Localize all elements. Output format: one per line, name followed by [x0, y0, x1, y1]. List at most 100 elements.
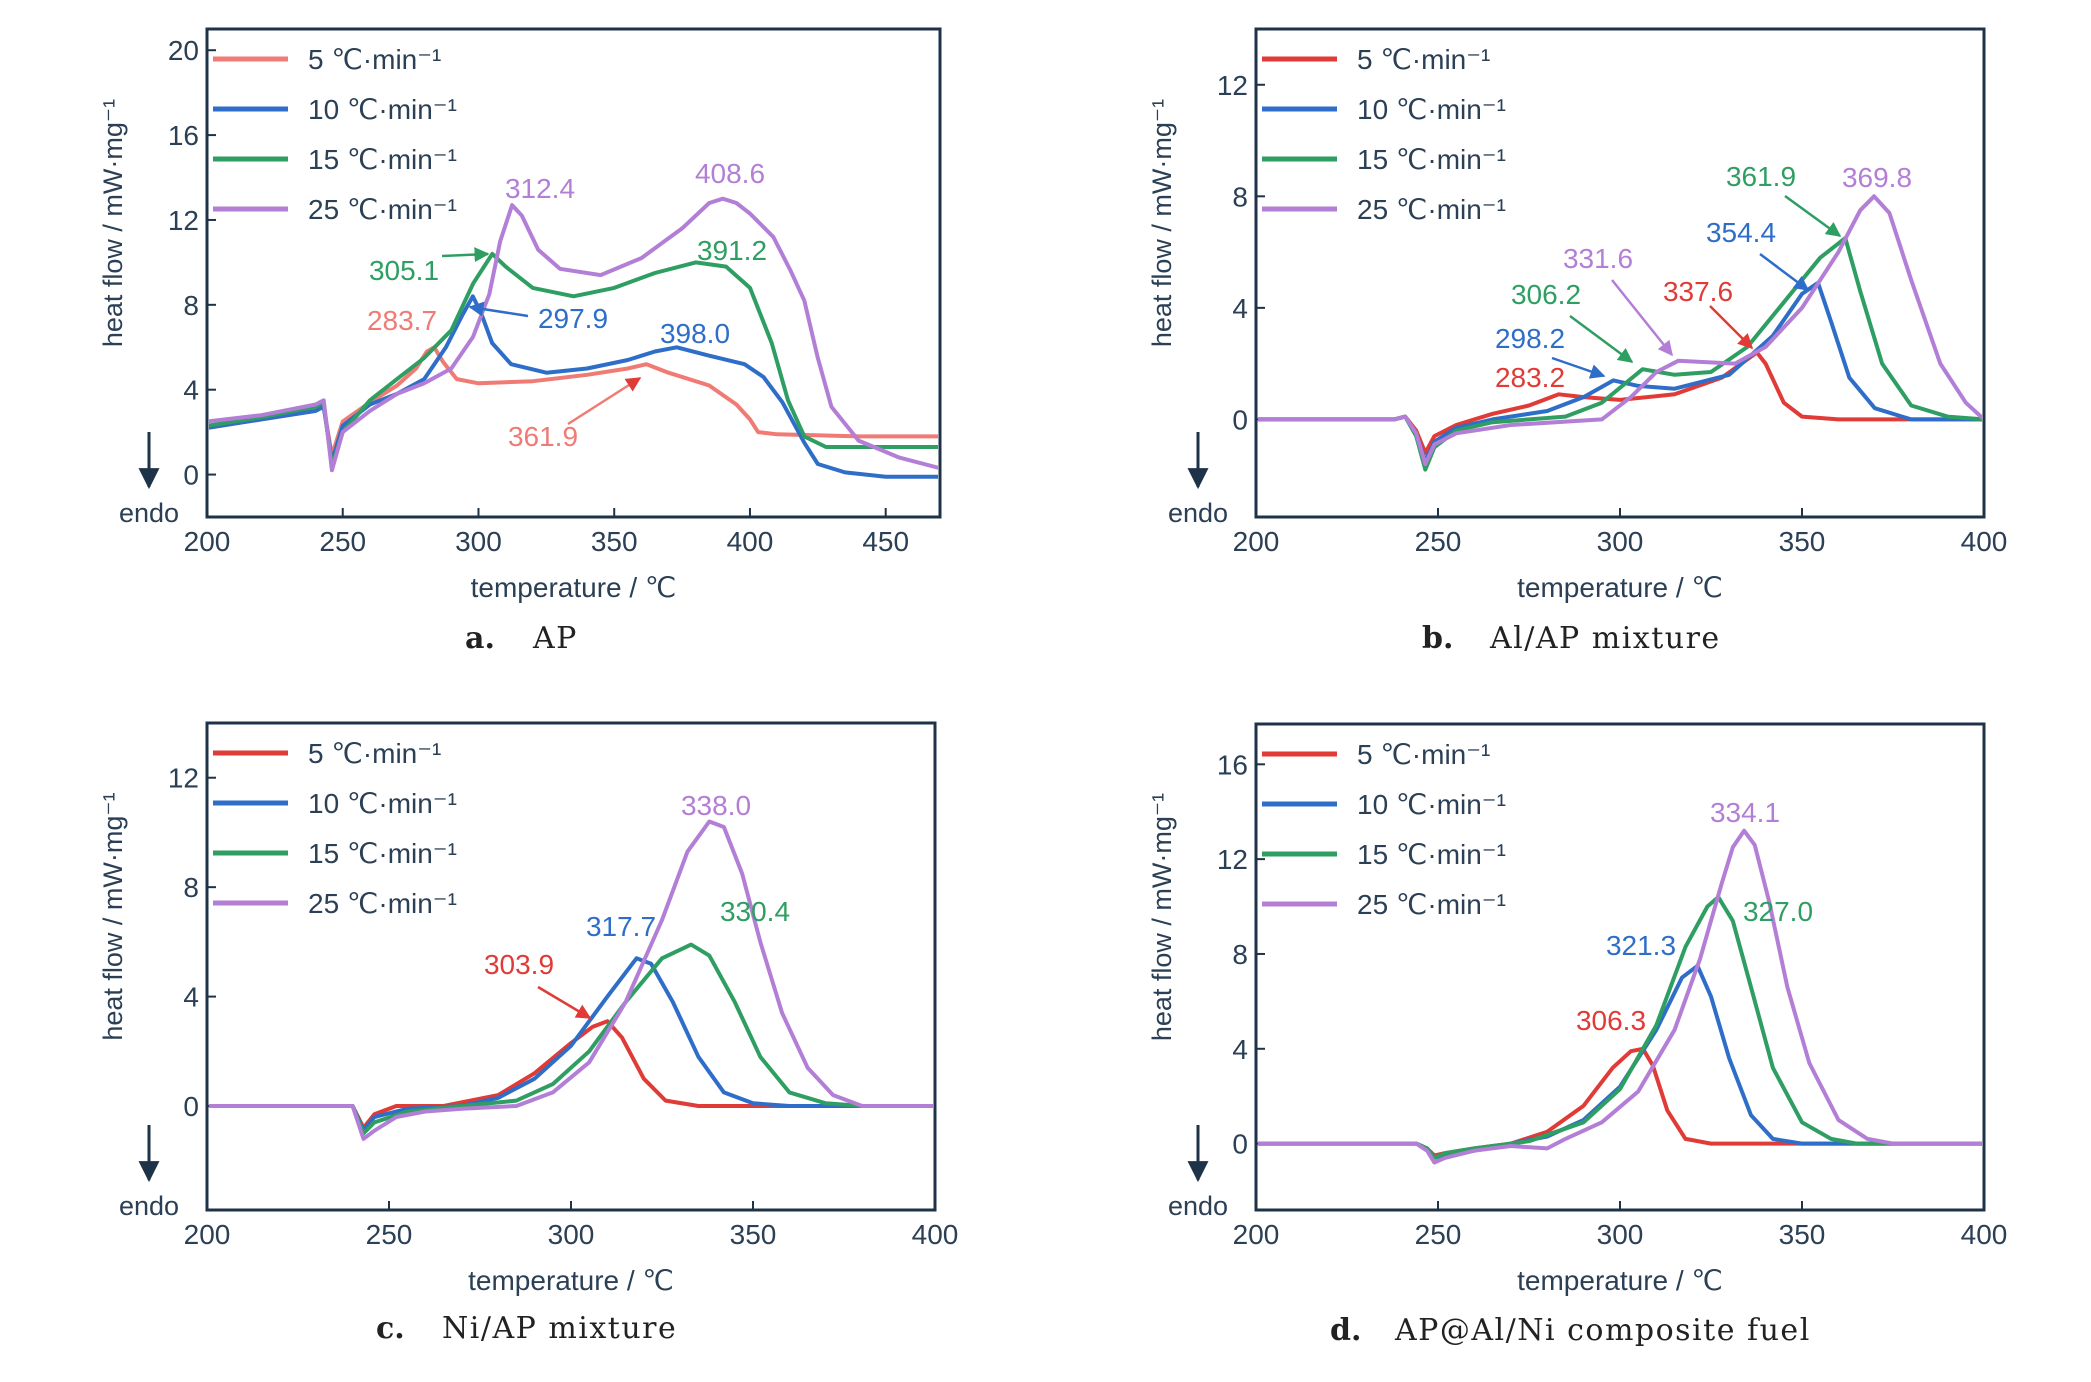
annotation-arrow-icon: [567, 376, 642, 426]
series-line-4: [1258, 828, 1982, 1165]
peak-annotation: 297.9: [538, 303, 608, 334]
annotation-arrow-icon: [1551, 356, 1606, 379]
y-axis-label: heat flow / mW·mg⁻¹: [1147, 99, 1177, 347]
x-tick-label: 250: [366, 1219, 413, 1250]
y-tick-label: 12: [1217, 70, 1248, 101]
x-tick-label: 400: [1961, 1219, 2008, 1250]
annotation-arrow-icon: [1759, 253, 1810, 291]
x-tick-label: 250: [319, 526, 366, 557]
x-tick-label: 200: [1233, 526, 1280, 557]
peak-annotation: 334.1: [1710, 797, 1780, 828]
series-line-2: [209, 956, 933, 1133]
y-tick-label: 4: [1232, 1034, 1248, 1065]
annotation-arrow-icon: [1784, 194, 1842, 238]
x-tick-label: 350: [1779, 526, 1826, 557]
y-axis-label: heat flow / mW·mg⁻¹: [98, 792, 128, 1040]
series-line-2: [1258, 280, 1982, 464]
annotation-arrow-icon: [537, 985, 592, 1020]
x-tick-label: 200: [184, 1219, 231, 1250]
series-line-4: [209, 196, 938, 473]
y-tick-label: 8: [183, 290, 199, 321]
y-tick-label: 8: [1232, 181, 1248, 212]
legend-entry: 25 ℃·min⁻¹: [308, 888, 457, 919]
peak-annotation: 306.2: [1511, 279, 1581, 310]
x-tick-label: 350: [1779, 1219, 1826, 1250]
series-line-1: [1258, 350, 1982, 455]
chart-panel-c: 200 250 300 350 400 0 4 8 12 temperature / ℃ heat …: [98, 721, 958, 1346]
x-tick-label: 250: [1415, 526, 1462, 557]
y-tick-label: 8: [183, 872, 199, 903]
panel-caption-letter: c.: [376, 1311, 405, 1346]
legend-entry: 10 ℃·min⁻¹: [1357, 94, 1506, 125]
series-line-4: [1258, 194, 1982, 466]
x-tick-label: 300: [1597, 526, 1644, 557]
y-tick-label: 4: [183, 982, 199, 1013]
series-line-3: [1258, 895, 1982, 1160]
panel-caption-text: Ni/AP mixture: [442, 1311, 677, 1346]
peak-annotation: 298.2: [1495, 323, 1565, 354]
legend-entry: 15 ℃·min⁻¹: [308, 144, 457, 175]
x-tick-label: 350: [591, 526, 638, 557]
peak-annotation: 337.6: [1663, 276, 1733, 307]
x-axis-label: temperature / ℃: [1517, 572, 1723, 603]
legend-entry: 15 ℃·min⁻¹: [308, 838, 457, 869]
legend-entry: 5 ℃·min⁻¹: [1357, 739, 1490, 770]
peak-annotation: 317.7: [586, 911, 656, 942]
y-tick-label: 4: [1232, 293, 1248, 324]
legend-entry: 25 ℃·min⁻¹: [1357, 889, 1506, 920]
peak-annotation: 321.3: [1606, 930, 1676, 961]
y-tick-label: 12: [168, 763, 199, 794]
panel-caption-text: AP: [532, 621, 578, 656]
legend-entry: 25 ℃·min⁻¹: [308, 194, 457, 225]
x-tick-label: 200: [184, 526, 231, 557]
peak-annotation: 338.0: [681, 790, 751, 821]
legend-entry: 5 ℃·min⁻¹: [308, 738, 441, 769]
panel-caption-text: AP@Al/Ni composite fuel: [1394, 1313, 1811, 1348]
y-tick-label: 16: [1217, 749, 1248, 780]
series-line-1: [209, 1019, 933, 1130]
y-tick-label: 0: [183, 1091, 199, 1122]
y-tick-label: 12: [168, 205, 199, 236]
legend-entry: 25 ℃·min⁻¹: [1357, 194, 1506, 225]
y-axis-label: heat flow / mW·mg⁻¹: [98, 99, 128, 347]
peak-annotation: 331.6: [1563, 243, 1633, 274]
peak-annotation: 306.3: [1576, 1005, 1646, 1036]
peak-annotation: 312.4: [505, 173, 575, 204]
peak-annotation: 354.4: [1706, 217, 1776, 248]
peak-annotation: 361.9: [1726, 161, 1796, 192]
panel-caption-letter: d.: [1330, 1313, 1361, 1348]
annotation-arrow-icon: [1611, 279, 1673, 357]
endo-label: endo: [119, 498, 179, 528]
peak-annotation: 303.9: [484, 949, 554, 980]
legend-entry: 15 ℃·min⁻¹: [1357, 144, 1506, 175]
peak-annotation: 330.4: [720, 896, 790, 927]
x-axis-label: temperature / ℃: [468, 1265, 674, 1296]
annotation-arrow-icon: [1709, 305, 1754, 350]
chart-panel-b: 200 250 300 350 400 0 4 8 12 temperature / ℃ heat …: [1147, 27, 2007, 656]
peak-annotation: 283.2: [1495, 362, 1565, 393]
y-tick-label: 0: [183, 460, 199, 491]
endo-label: endo: [1168, 498, 1228, 528]
chart-panel-d: 200 250 300 350 400 0 4 8 12 16 temperature / ℃ hea…: [1147, 722, 2008, 1348]
y-tick-label: 16: [168, 120, 199, 151]
y-tick-label: 4: [183, 375, 199, 406]
peak-annotation: 361.9: [508, 421, 578, 452]
peak-annotation: 391.2: [697, 235, 767, 266]
panel-caption-letter: b.: [1422, 621, 1453, 656]
y-tick-label: 0: [1232, 404, 1248, 435]
x-tick-label: 200: [1233, 1219, 1280, 1250]
annotation-arrow-icon: [1569, 314, 1634, 364]
legend-entry: 10 ℃·min⁻¹: [308, 788, 457, 819]
panel-caption-text: Al/AP mixture: [1489, 621, 1721, 656]
legend-entry: 5 ℃·min⁻¹: [308, 44, 441, 75]
y-axis-label: heat flow / mW·mg⁻¹: [1147, 793, 1177, 1041]
x-tick-label: 250: [1415, 1219, 1462, 1250]
legend-entry: 5 ℃·min⁻¹: [1357, 44, 1490, 75]
x-axis-label: temperature / ℃: [471, 572, 677, 603]
legend-entry: 10 ℃·min⁻¹: [1357, 789, 1506, 820]
x-axis-label: temperature / ℃: [1517, 1265, 1723, 1296]
x-tick-label: 400: [727, 526, 774, 557]
y-tick-label: 12: [1217, 844, 1248, 875]
x-tick-label: 300: [548, 1219, 595, 1250]
